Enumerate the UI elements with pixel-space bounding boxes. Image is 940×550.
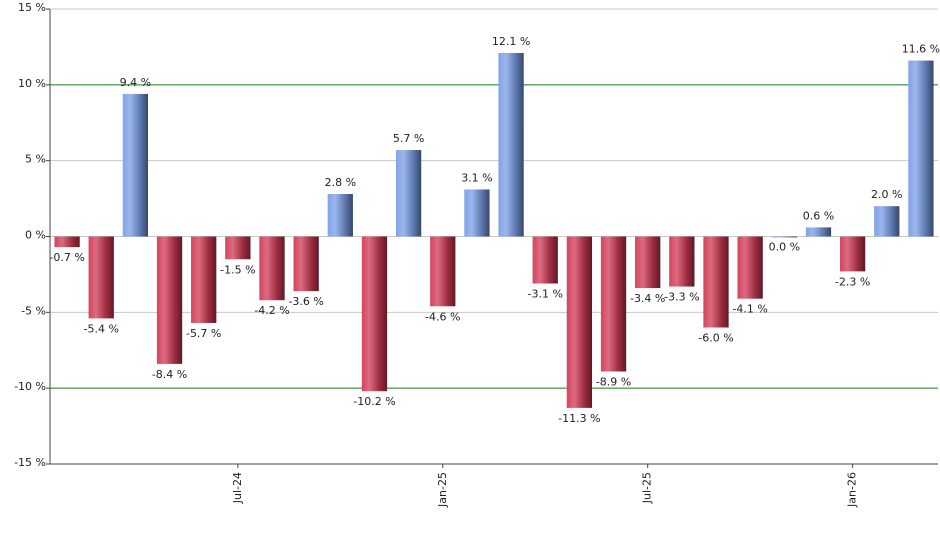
value-label: -11.3 % — [558, 412, 600, 425]
bar — [361, 236, 388, 392]
y-tick-label: 15 % — [18, 1, 46, 14]
value-label: 11.6 % — [902, 43, 940, 56]
bar — [839, 236, 866, 272]
bar — [122, 93, 149, 237]
bar — [156, 236, 183, 364]
y-tick-label: 10 % — [18, 77, 46, 90]
x-tick-label: Jul-25 — [641, 472, 654, 504]
value-label: -1.5 % — [220, 263, 255, 276]
bar — [191, 236, 217, 323]
value-label: 0.0 % — [769, 241, 800, 254]
value-label: -5.4 % — [84, 322, 119, 335]
value-label: 2.0 % — [871, 188, 902, 201]
value-label: 5.7 % — [393, 132, 424, 145]
value-label: -2.3 % — [835, 275, 870, 288]
bar — [430, 236, 456, 307]
bar — [88, 236, 114, 319]
bar — [498, 52, 524, 237]
value-label: 2.8 % — [325, 176, 356, 189]
value-label: -4.2 % — [254, 304, 289, 317]
y-tick-label: -5 % — [21, 304, 46, 317]
bar — [600, 236, 627, 372]
bar — [327, 194, 353, 237]
value-label: -4.6 % — [425, 310, 460, 323]
bar — [908, 60, 934, 237]
bar — [737, 236, 763, 299]
y-tick-label: -15 % — [14, 456, 46, 469]
value-label: -5.7 % — [186, 327, 221, 340]
x-tick-label: Jan-26 — [846, 472, 859, 508]
value-label: -4.1 % — [732, 303, 767, 316]
bar — [293, 236, 319, 292]
bar — [669, 236, 695, 287]
x-tick-label: Jan-25 — [436, 472, 449, 508]
bar — [54, 236, 80, 248]
value-label: -6.0 % — [698, 332, 733, 345]
value-label: -3.3 % — [664, 291, 699, 304]
value-label: 12.1 % — [492, 35, 530, 48]
bar — [703, 236, 729, 328]
y-tick-label: 5 % — [25, 153, 46, 166]
value-label: -10.2 % — [353, 395, 395, 408]
bar — [532, 236, 558, 284]
value-label: -8.4 % — [152, 368, 187, 381]
value-label: -0.7 % — [49, 251, 84, 264]
y-tick-label: -10 % — [14, 380, 46, 393]
bar — [225, 236, 251, 260]
value-label: -3.4 % — [630, 292, 665, 305]
value-label: 0.6 % — [803, 209, 834, 222]
y-tick-label: 0 % — [25, 229, 46, 242]
x-tick-label: Jul-24 — [231, 472, 244, 504]
bar — [259, 236, 285, 301]
value-label: 9.4 % — [120, 76, 151, 89]
bar — [805, 227, 832, 237]
value-label: -3.6 % — [288, 295, 323, 308]
bar — [395, 150, 422, 237]
value-label: -3.1 % — [528, 288, 563, 301]
bar — [566, 236, 593, 408]
value-label: 3.1 % — [461, 171, 492, 184]
bar — [771, 236, 797, 238]
bar — [635, 236, 661, 289]
bar — [874, 206, 900, 237]
bar — [464, 189, 490, 237]
value-label: -8.9 % — [596, 375, 631, 388]
